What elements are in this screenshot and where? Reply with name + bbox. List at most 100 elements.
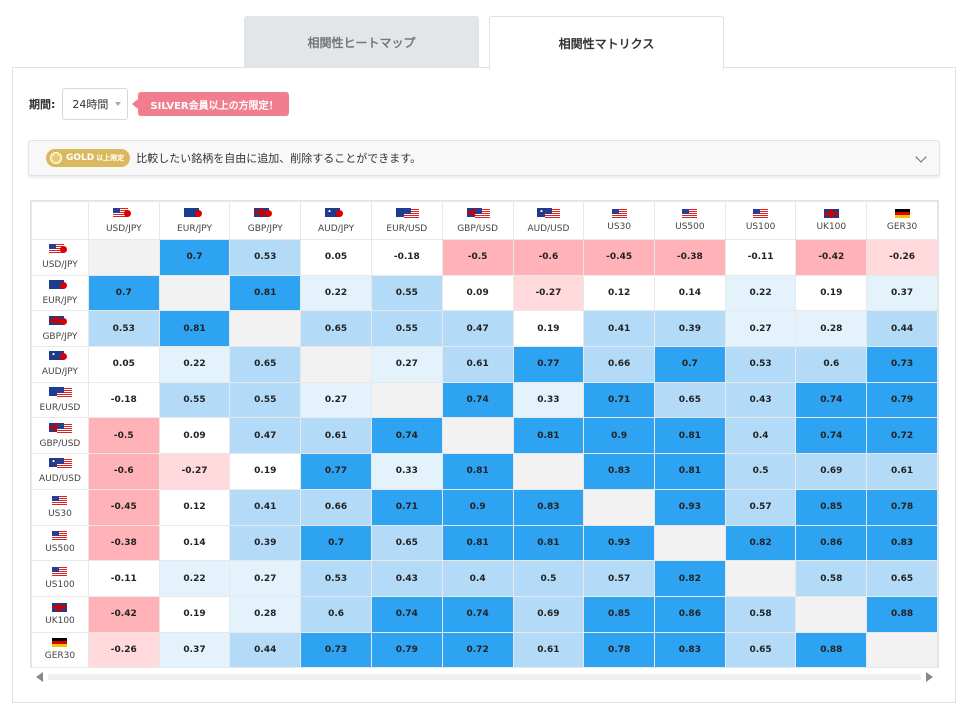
flag-eu-icon [183,207,199,217]
matrix-cell: 0.79 [866,381,938,419]
flag-gb-icon [52,602,68,612]
flag-group [537,207,561,218]
chevron-down-icon[interactable] [915,151,927,163]
horizontal-scrollbar[interactable] [30,668,939,686]
table-row: USD/JPY 0.7 0.53 0.05 -0.18 -0.5 -0.6 -0.45 -0.3… [31,239,938,276]
row-header-label: USD/JPY [42,260,78,271]
matrix-cell: 0.4 [441,560,514,597]
cell-value: 0.53 [112,323,135,334]
matrix-cell: -0.27 [512,274,585,312]
cell-value: 0.43 [395,573,418,584]
row-header: EUR/USD [31,381,89,419]
scroll-left-icon[interactable] [36,672,43,682]
matrix-cell: 0.85 [583,595,655,633]
flag-au-icon [48,458,64,468]
cell-value: 0.74 [466,609,489,620]
matrix-cell: 0.81 [441,524,514,562]
matrix-cell: 0.27 [300,381,372,419]
cell-value: 0.81 [537,430,560,441]
cell-value: 0.4 [752,430,769,441]
matrix-cell [724,560,797,597]
cell-value: 0.73 [890,359,914,370]
flag-au-icon [537,207,553,217]
cell-value: 0.79 [395,644,418,655]
scroll-right-icon[interactable] [926,672,933,682]
flag-group [52,638,68,648]
column-header: US100 [724,201,797,240]
row-header-label: UK100 [45,615,75,626]
row-header-label: GBP/JPY [42,331,78,342]
cell-value: 0.65 [890,573,914,584]
column-header: US30 [583,201,655,240]
matrix-cell: 0.58 [724,595,797,633]
column-header-label: US100 [745,222,776,232]
cell-value: 0.37 [890,288,914,299]
matrix-cell: 0.81 [512,417,585,455]
table-row: GBP/JPY 0.53 0.81 0.65 0.55 0.47 0.19 0.41 0.39 0… [31,310,938,348]
matrix-cell: 0.61 [866,453,938,490]
cell-value: 0.74 [820,395,843,406]
tab-bar: 相関性ヒートマップ 相関性マトリクス [0,0,971,69]
cell-value: 0.66 [324,502,348,513]
cell-value: -0.38 [110,537,137,548]
matrix-cell [583,488,655,526]
matrix-cell: 0.9 [583,417,655,455]
matrix-cell: 0.19 [229,453,302,490]
row-header-label: EUR/USD [39,403,81,414]
matrix-cell: 0.53 [300,560,372,597]
matrix-cell: 0.69 [795,453,868,490]
matrix-cell: 0.44 [229,631,302,669]
tab-correlation-matrix[interactable]: 相関性マトリクス [489,16,724,69]
cell-value: 0.53 [324,573,348,584]
matrix-cell: 0.83 [654,631,726,669]
cell-value: 0.61 [890,466,914,477]
flag-group [183,207,206,218]
matrix-cell [300,346,372,383]
column-header: GBP/USD [441,201,514,240]
cell-value: 0.53 [749,359,772,370]
cell-value: -0.18 [110,395,137,406]
cell-value: 0.61 [537,644,560,655]
gold-badge-main: GOLD [66,153,95,163]
row-header: AUD/JPY [31,346,89,383]
matrix-cell: 0.61 [441,346,514,383]
matrix-cell: 0.41 [583,310,655,348]
column-header-label: EUR/JPY [177,223,212,234]
matrix-cell: 0.65 [300,310,372,348]
tab-correlation-heatmap[interactable]: 相関性ヒートマップ [244,16,479,68]
cell-value: 0.7 [186,252,203,263]
cell-value: 0.74 [820,430,843,441]
flag-us-icon [52,567,68,577]
matrix-cell: 0.22 [724,274,797,312]
row-header-label: GER30 [44,651,76,662]
matrix-cell: 0.28 [229,595,302,633]
flag-jp-icon [265,209,273,217]
cell-value: 0.22 [749,288,772,299]
matrix-cell: 0.58 [795,560,868,597]
matrix-cell: 0.74 [441,381,514,419]
row-header: GBP/USD [31,417,89,455]
scroll-track[interactable] [48,674,921,680]
cell-value: 0.77 [324,466,348,477]
matrix-cell: -0.11 [724,239,797,276]
cell-value: 0.5 [540,573,557,584]
flag-us-icon [52,495,68,505]
cell-value: 0.69 [820,466,843,477]
cell-value: 0.81 [254,288,277,299]
matrix-cell: 0.19 [158,595,231,633]
row-header: AUD/USD [31,453,89,490]
cell-value: 0.28 [254,609,277,620]
period-select[interactable]: 24時間 [62,88,129,120]
correlation-matrix: USD/JPY EUR/JPY GBP/JPY AUD/JPY EUR/USD GBP/U… [30,200,939,686]
cell-value: -0.11 [747,252,774,263]
cell-value: 0.57 [749,502,772,513]
gold-accordion[interactable]: ◎ GOLD 以上限定 比較したい銘柄を自由に追加、削除することができます。 [28,140,940,176]
cell-value: -0.6 [538,252,559,263]
flag-au-icon [325,207,341,217]
cell-value: 0.71 [608,395,631,406]
matrix-cell: 0.19 [512,310,585,348]
cell-value: -0.38 [676,252,703,263]
matrix-cell: 0.81 [441,453,514,490]
flag-us-icon [56,388,72,398]
column-header: GER30 [866,201,938,240]
